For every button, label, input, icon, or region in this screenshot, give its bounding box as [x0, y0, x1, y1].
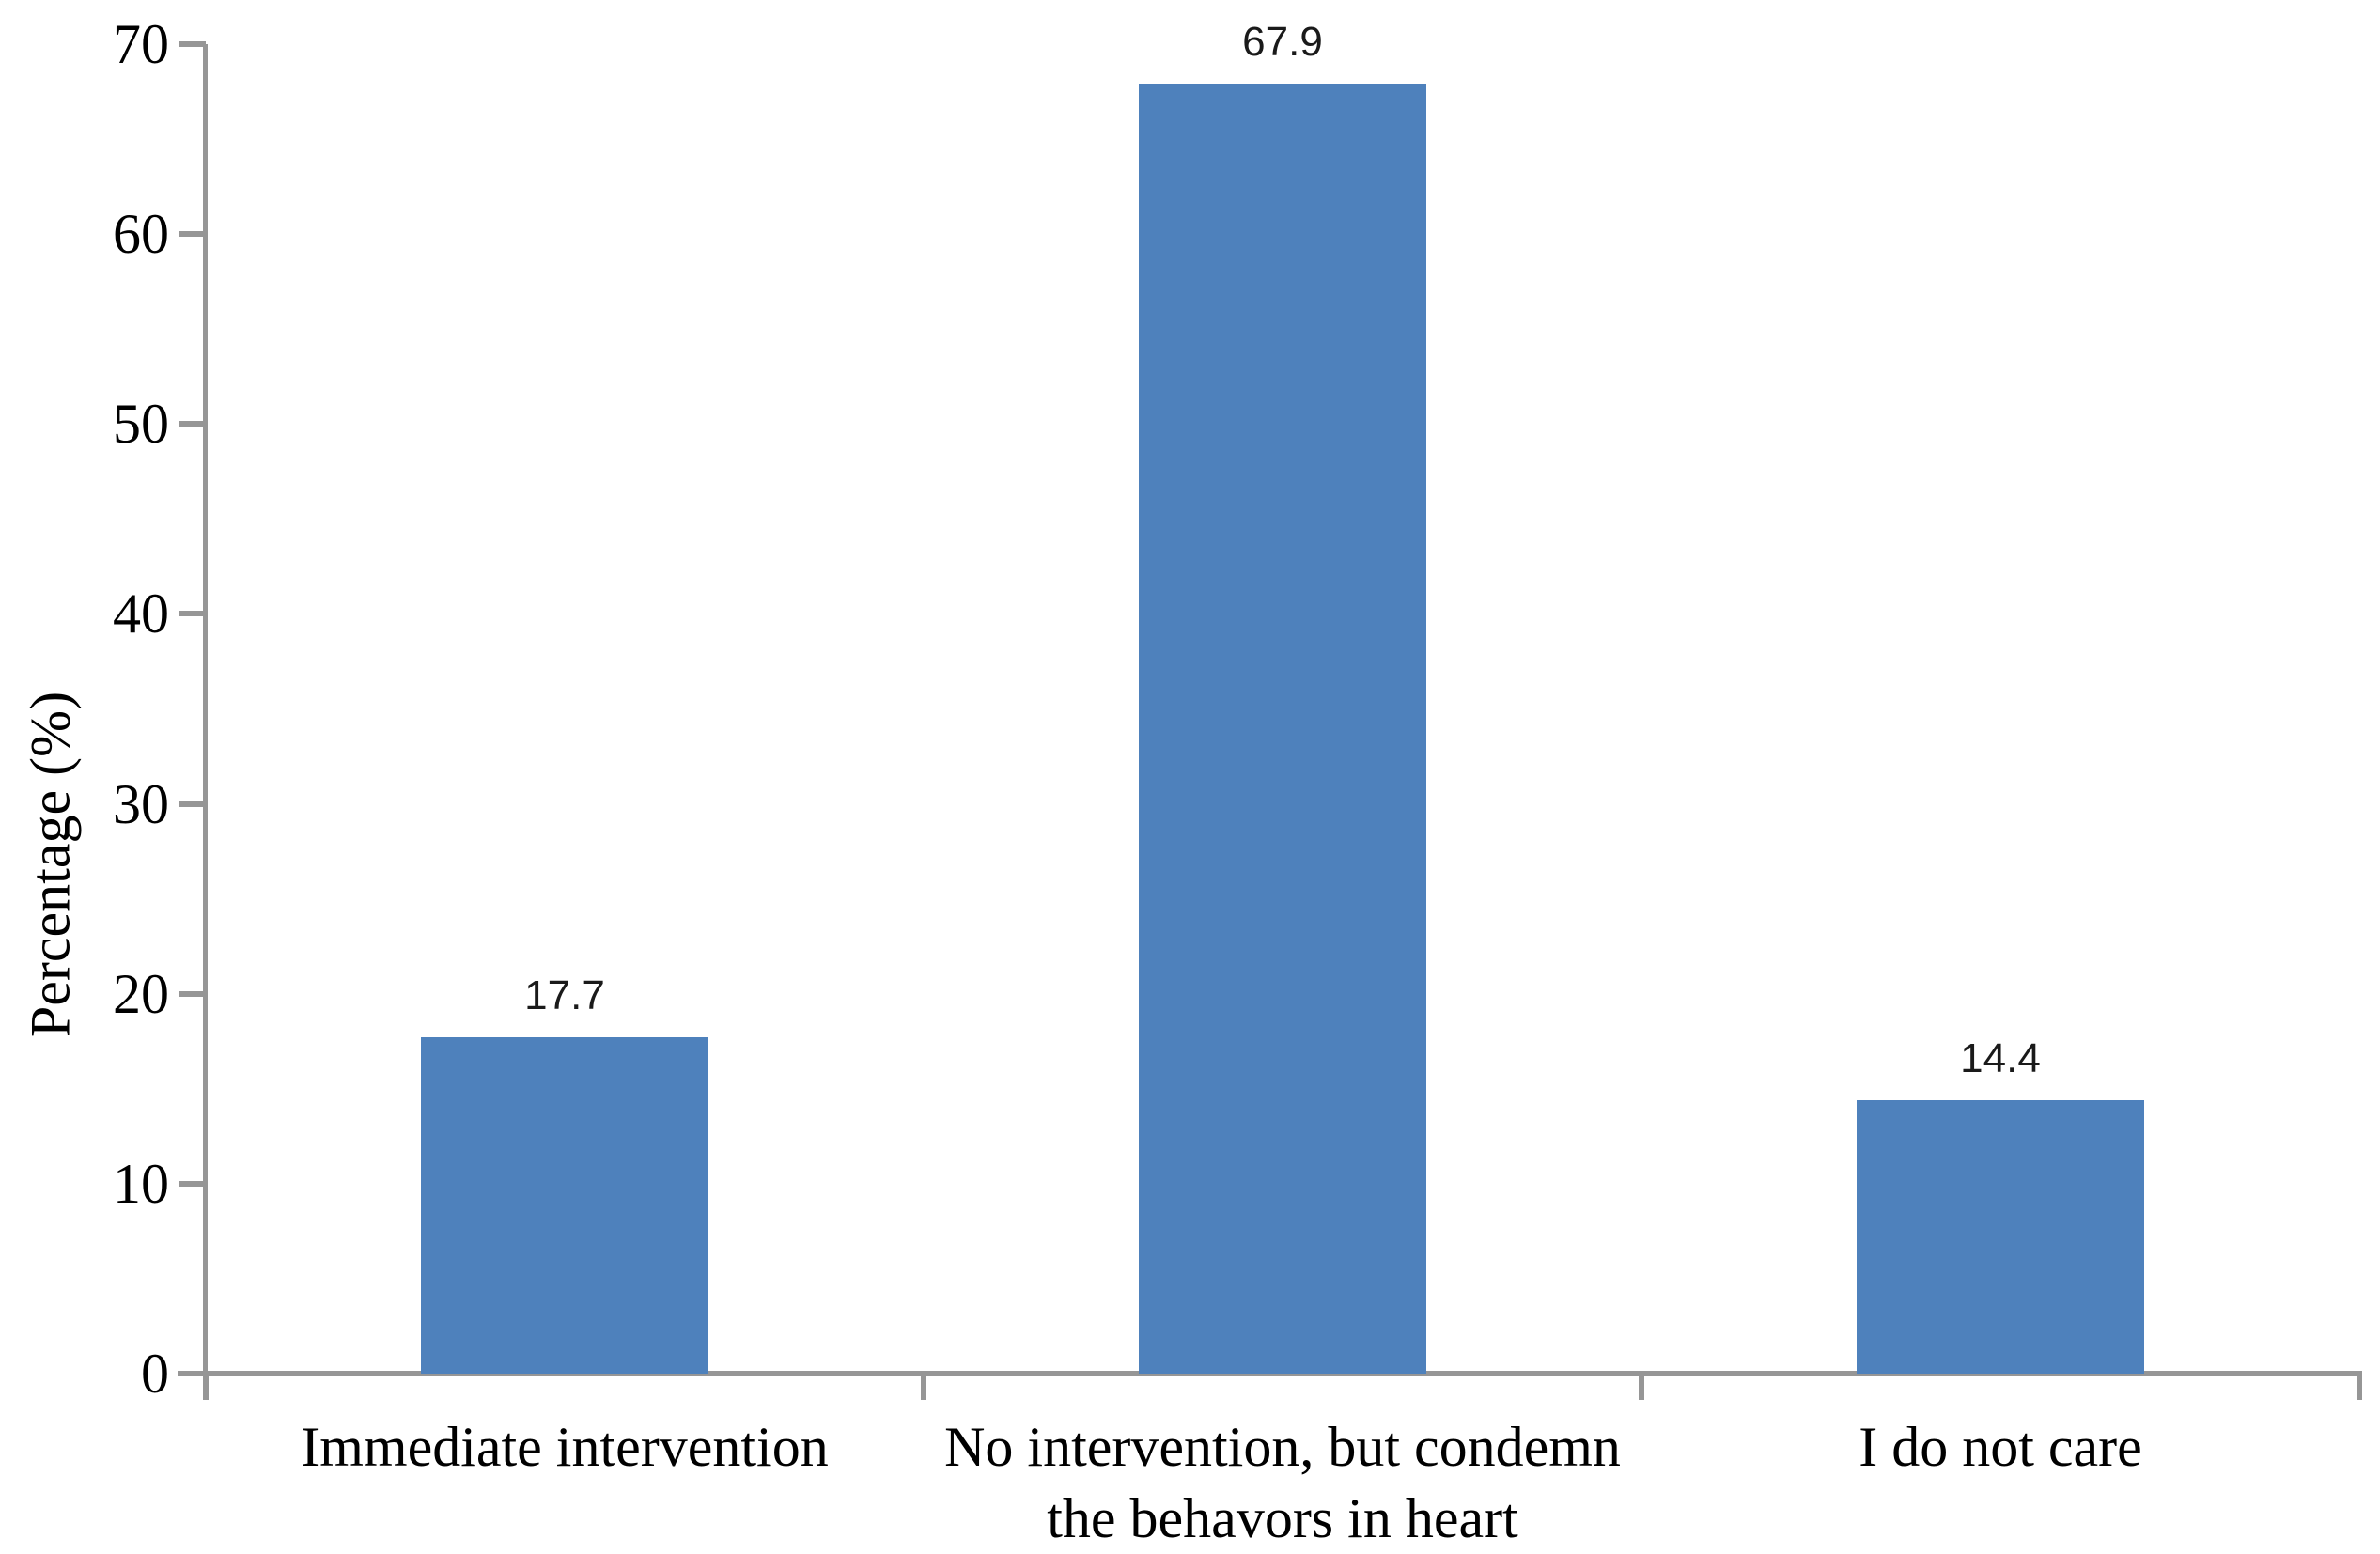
y-tick-label: 30 — [113, 772, 169, 835]
x-category-label: Immediate intervention — [301, 1416, 829, 1478]
y-tick-label: 40 — [113, 583, 169, 645]
y-axis-line — [203, 44, 208, 1375]
y-tick-mark — [179, 800, 206, 807]
bar — [1857, 1099, 2144, 1374]
y-tick-mark — [179, 611, 206, 617]
x-tick-mark — [2357, 1374, 2362, 1400]
y-tick-label: 0 — [141, 1343, 169, 1405]
y-tick-mark — [179, 41, 206, 47]
y-tick-mark — [179, 1371, 206, 1376]
x-category-label: No intervention, but condemn the behavor… — [944, 1416, 1621, 1549]
x-tick-mark — [203, 1374, 209, 1400]
y-tick-mark — [179, 231, 206, 238]
x-tick-mark — [921, 1374, 926, 1400]
y-tick-label: 70 — [113, 13, 169, 75]
bar-value-label: 67.9 — [1242, 19, 1323, 66]
y-tick-label: 10 — [113, 1152, 169, 1215]
bar — [1139, 84, 1426, 1374]
x-tick-mark — [1639, 1374, 1644, 1400]
x-axis-line — [178, 1371, 2362, 1376]
y-tick-mark — [179, 421, 206, 427]
y-tick-label: 50 — [113, 393, 169, 456]
y-tick-label: 20 — [113, 962, 169, 1025]
bar-value-label: 17.7 — [524, 972, 605, 1019]
y-tick-mark — [179, 1180, 206, 1187]
y-tick-label: 60 — [113, 203, 169, 266]
y-tick-mark — [179, 990, 206, 997]
bar-value-label: 14.4 — [1960, 1034, 2041, 1081]
x-category-label: I do not care — [1859, 1416, 2142, 1478]
bar — [421, 1037, 708, 1374]
